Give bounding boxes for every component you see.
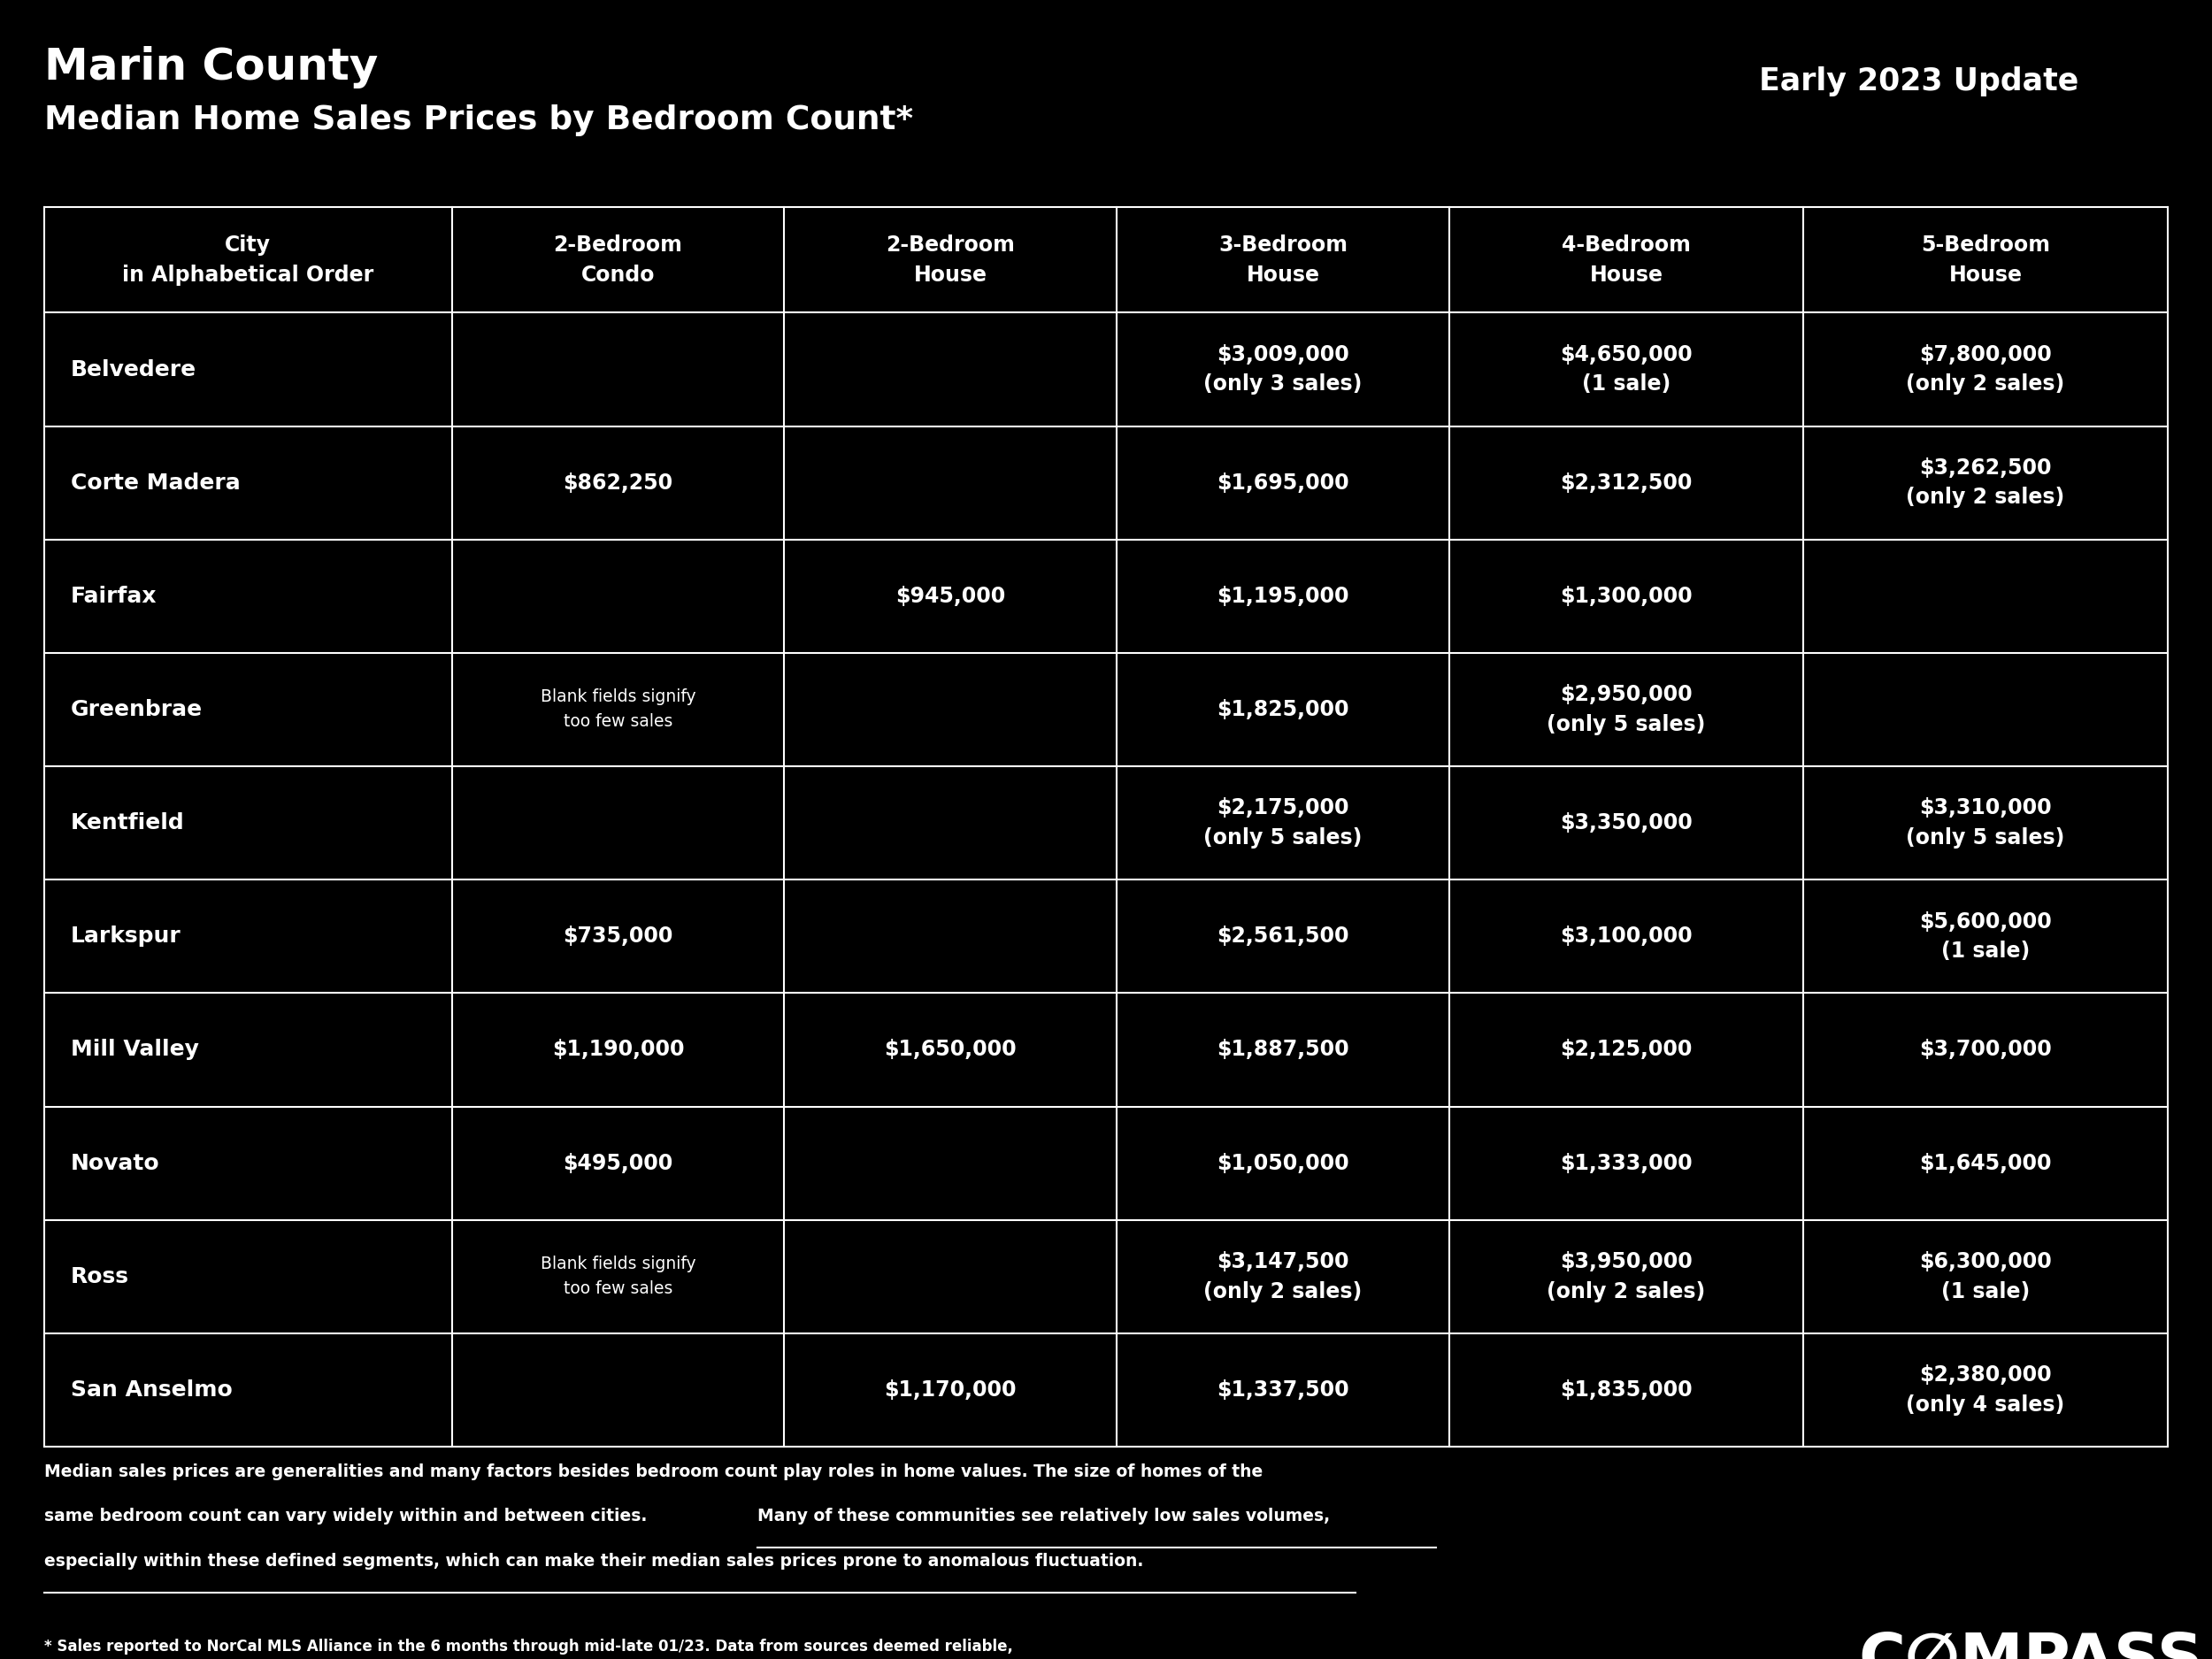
Text: $1,337,500: $1,337,500 <box>1217 1379 1349 1400</box>
Text: $1,650,000: $1,650,000 <box>885 1039 1018 1060</box>
Text: $3,700,000: $3,700,000 <box>1920 1039 2053 1060</box>
Text: $2,380,000
(only 4 sales): $2,380,000 (only 4 sales) <box>1907 1364 2064 1415</box>
Text: Median Home Sales Prices by Bedroom Count*: Median Home Sales Prices by Bedroom Coun… <box>44 105 914 136</box>
Text: $1,695,000: $1,695,000 <box>1217 473 1349 493</box>
Text: $2,950,000
(only 5 sales): $2,950,000 (only 5 sales) <box>1546 684 1705 735</box>
Text: $1,195,000: $1,195,000 <box>1217 586 1349 607</box>
Text: $3,009,000
(only 3 sales): $3,009,000 (only 3 sales) <box>1203 343 1363 395</box>
Text: Greenbrae: Greenbrae <box>71 698 204 720</box>
Text: $1,645,000: $1,645,000 <box>1920 1153 2051 1175</box>
Text: $1,825,000: $1,825,000 <box>1217 698 1349 720</box>
Text: $2,312,500: $2,312,500 <box>1559 473 1692 493</box>
Text: $7,800,000
(only 2 sales): $7,800,000 (only 2 sales) <box>1907 343 2064 395</box>
Text: Fairfax: Fairfax <box>71 586 157 607</box>
Text: 4-Bedroom
House: 4-Bedroom House <box>1562 234 1690 285</box>
Text: same bedroom count can vary widely within and between cities.: same bedroom count can vary widely withi… <box>44 1508 653 1525</box>
Text: 5-Bedroom
House: 5-Bedroom House <box>1920 234 2051 285</box>
Text: City
in Alphabetical Order: City in Alphabetical Order <box>122 234 374 285</box>
Text: Ross: Ross <box>71 1266 128 1287</box>
Text: * Sales reported to NorCal MLS Alliance in the 6 months through mid-late 01/23. : * Sales reported to NorCal MLS Alliance … <box>44 1639 1013 1656</box>
Text: Median sales prices are generalities and many factors besides bedroom count play: Median sales prices are generalities and… <box>44 1463 1263 1480</box>
Text: San Anselmo: San Anselmo <box>71 1379 232 1400</box>
Text: $495,000: $495,000 <box>564 1153 672 1175</box>
Text: Larkspur: Larkspur <box>71 926 181 947</box>
Text: $735,000: $735,000 <box>564 926 672 947</box>
Text: Kentfield: Kentfield <box>71 813 186 833</box>
Text: $1,835,000: $1,835,000 <box>1559 1379 1692 1400</box>
Text: $1,333,000: $1,333,000 <box>1559 1153 1692 1175</box>
Text: Many of these communities see relatively low sales volumes,: Many of these communities see relatively… <box>757 1508 1329 1525</box>
Text: $945,000: $945,000 <box>896 586 1006 607</box>
Text: Blank fields signify
too few sales: Blank fields signify too few sales <box>540 688 697 730</box>
Text: $862,250: $862,250 <box>564 473 672 493</box>
Text: $4,650,000
(1 sale): $4,650,000 (1 sale) <box>1559 343 1692 395</box>
Text: $3,100,000: $3,100,000 <box>1559 926 1692 947</box>
Text: $1,050,000: $1,050,000 <box>1217 1153 1349 1175</box>
Text: $2,561,500: $2,561,500 <box>1217 926 1349 947</box>
Text: C∅MPASS: C∅MPASS <box>1858 1631 2203 1659</box>
Text: $1,887,500: $1,887,500 <box>1217 1039 1349 1060</box>
Text: $2,125,000: $2,125,000 <box>1559 1039 1692 1060</box>
Text: $1,300,000: $1,300,000 <box>1559 586 1692 607</box>
Text: Mill Valley: Mill Valley <box>71 1039 199 1060</box>
Text: $1,190,000: $1,190,000 <box>551 1039 684 1060</box>
Text: $5,600,000
(1 sale): $5,600,000 (1 sale) <box>1920 911 2053 962</box>
Text: Blank fields signify
too few sales: Blank fields signify too few sales <box>540 1256 697 1297</box>
Text: Early 2023 Update: Early 2023 Update <box>1759 66 2079 96</box>
Text: Belvedere: Belvedere <box>71 358 197 380</box>
Text: Marin County: Marin County <box>44 46 378 90</box>
Text: 2-Bedroom
Condo: 2-Bedroom Condo <box>553 234 684 285</box>
Text: $1,170,000: $1,170,000 <box>885 1379 1018 1400</box>
Text: 3-Bedroom
House: 3-Bedroom House <box>1219 234 1347 285</box>
Text: $3,310,000
(only 5 sales): $3,310,000 (only 5 sales) <box>1907 798 2064 848</box>
Text: $3,950,000
(only 2 sales): $3,950,000 (only 2 sales) <box>1546 1251 1705 1302</box>
Text: $3,262,500
(only 2 sales): $3,262,500 (only 2 sales) <box>1907 458 2064 508</box>
Text: especially within these defined segments, which can make their median sales pric: especially within these defined segments… <box>44 1553 1144 1569</box>
Text: 2-Bedroom
House: 2-Bedroom House <box>887 234 1015 285</box>
Text: $6,300,000
(1 sale): $6,300,000 (1 sale) <box>1920 1251 2053 1302</box>
Text: Novato: Novato <box>71 1153 159 1175</box>
Text: $3,350,000: $3,350,000 <box>1559 813 1692 833</box>
Text: $3,147,500
(only 2 sales): $3,147,500 (only 2 sales) <box>1203 1251 1363 1302</box>
Text: $2,175,000
(only 5 sales): $2,175,000 (only 5 sales) <box>1203 798 1363 848</box>
Text: Corte Madera: Corte Madera <box>71 473 241 493</box>
